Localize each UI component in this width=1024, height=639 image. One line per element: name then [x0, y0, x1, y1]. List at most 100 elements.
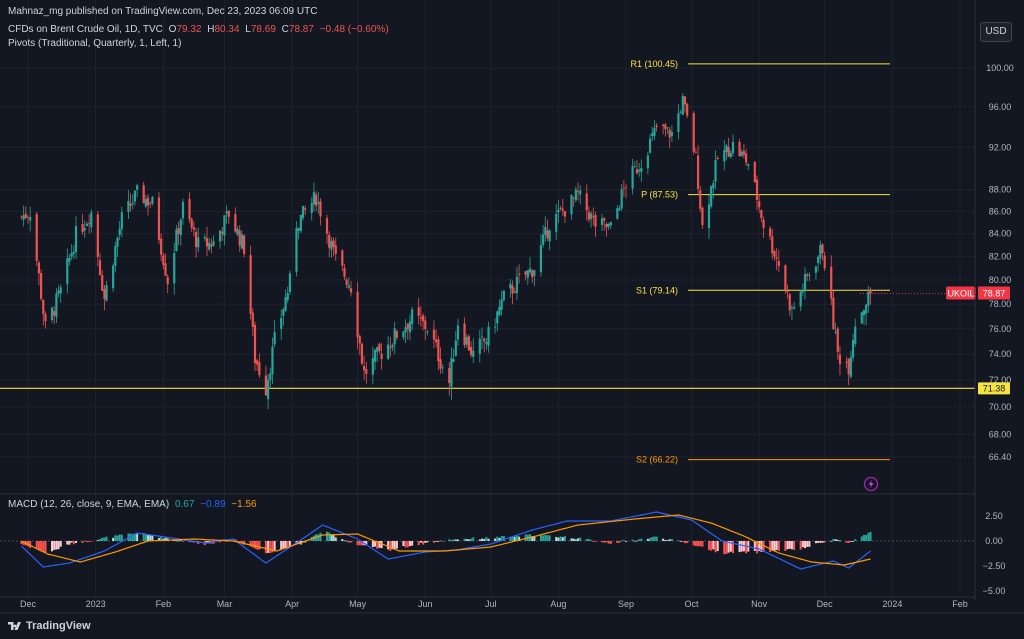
candle-body: [70, 252, 73, 257]
macd-hist-bar: [70, 541, 73, 543]
candle-body: [773, 251, 776, 257]
y-tick-label: 86.00: [989, 206, 1012, 216]
candle-body: [315, 194, 318, 206]
candle-body: [22, 215, 25, 220]
candle-body: [653, 127, 656, 136]
macd-hist-bar: [378, 541, 381, 548]
macd-hist-bar: [769, 541, 772, 552]
macd-hist-bar: [804, 541, 807, 549]
candle-body: [53, 311, 56, 316]
candle-body: [742, 150, 746, 155]
candle-body: [668, 129, 671, 138]
candle-body: [747, 163, 750, 166]
macd-hist-bar: [424, 541, 427, 543]
x-tick-label: Nov: [751, 599, 768, 609]
candle-body: [234, 213, 237, 232]
macd-hist-bar: [838, 540, 841, 542]
macd-hist-bar: [181, 541, 184, 542]
macd-hist-bar: [773, 541, 776, 552]
candle-body: [317, 202, 320, 204]
macd-hist-bar: [646, 538, 649, 541]
candle-body: [845, 361, 848, 363]
macd-hist-bar: [81, 541, 84, 543]
candle-body: [526, 270, 529, 278]
x-tick-label: Dec: [20, 599, 37, 609]
macd-hist-bar: [256, 541, 259, 550]
macd-hist-bar: [116, 535, 119, 541]
candle-body: [264, 375, 268, 396]
candle-body: [603, 218, 606, 221]
macd-hist-bar: [511, 536, 514, 541]
candle-body: [849, 357, 852, 377]
y-tick-label: 74.00: [989, 349, 1012, 359]
candle-body: [452, 359, 455, 362]
candle-body: [784, 265, 787, 290]
currency-button[interactable]: USD: [980, 22, 1012, 42]
macd-hist-bar: [288, 541, 291, 546]
candle-body: [421, 315, 425, 322]
x-tick-label: Sep: [618, 599, 634, 609]
macd-hist-bar: [555, 536, 558, 541]
candle-body: [37, 262, 41, 274]
macd-hist-bar: [745, 541, 748, 554]
candle-body: [312, 192, 316, 205]
macd-hist-bar: [830, 540, 833, 542]
candle-body: [332, 240, 335, 248]
macd-hist-bar: [775, 541, 778, 550]
macd-hist-bar: [799, 541, 802, 550]
macd-hist-bar: [823, 541, 826, 543]
candle-body: [544, 226, 547, 236]
candle-body: [771, 236, 774, 254]
macd-hist-bar: [452, 539, 455, 541]
macd-hist-bar: [29, 541, 32, 548]
candle-body: [284, 297, 287, 311]
candle-body: [803, 274, 807, 291]
macd-hist-bar: [638, 539, 641, 541]
candle-body: [590, 213, 593, 219]
candle-body: [635, 169, 639, 174]
macd-hist-bar: [539, 534, 542, 541]
macd-hist-bar: [456, 539, 459, 541]
candle-body: [221, 231, 224, 234]
candle-body: [417, 307, 420, 316]
pivots-legend[interactable]: Pivots (Traditional, Quarterly, 1, Left,…: [8, 38, 184, 49]
candle-body: [465, 337, 468, 345]
macd-hist-bar: [509, 536, 512, 541]
candle-body: [72, 251, 75, 254]
macd-hist-bar: [273, 541, 276, 552]
macd-hist-bar: [852, 541, 855, 542]
macd-hist-bar: [631, 539, 634, 541]
macd-hist-bar: [485, 537, 488, 541]
candle-body: [162, 255, 165, 265]
macd-hist-bar: [22, 541, 25, 545]
pivots-title[interactable]: Pivots (Traditional, Quarterly, 1, Left,…: [8, 38, 182, 49]
y-tick-label: 96.00: [989, 102, 1012, 112]
tradingview-footer[interactable]: TradingView: [8, 620, 91, 632]
candle-body: [406, 323, 409, 330]
macd-legend[interactable]: MACD (12, 26, close, 9, EMA, EMA) 0.67 −…: [8, 499, 260, 510]
lightning-icon[interactable]: [863, 476, 879, 492]
candle-body: [358, 336, 361, 344]
candle-body: [533, 270, 536, 276]
macd-hist-bar: [264, 541, 267, 554]
macd-hist-bar: [819, 541, 822, 543]
macd-hist-bar: [862, 534, 865, 541]
y-tick-label: 66.40: [989, 452, 1012, 462]
candle-body: [561, 208, 564, 211]
symbol-title[interactable]: CFDs on Brent Crude Oil, 1D, TVC: [8, 24, 163, 35]
candle-body: [821, 244, 824, 254]
macd-hist-bar: [463, 538, 466, 541]
macd-hist-bar: [664, 539, 667, 541]
candle-body: [701, 207, 704, 226]
macd-hist-bar: [253, 541, 256, 549]
macd-hist-bar: [793, 541, 796, 551]
pivot-label: S2 (66.22): [636, 455, 678, 465]
candle-body: [389, 347, 392, 349]
macd-title[interactable]: MACD (12, 26, close, 9, EMA, EMA): [8, 499, 170, 510]
candle-body: [662, 124, 665, 126]
macd-hist-bar: [393, 541, 396, 550]
candle-body: [585, 193, 588, 211]
symbol-legend[interactable]: CFDs on Brent Crude Oil, 1D, TVC O79.32 …: [8, 24, 392, 35]
